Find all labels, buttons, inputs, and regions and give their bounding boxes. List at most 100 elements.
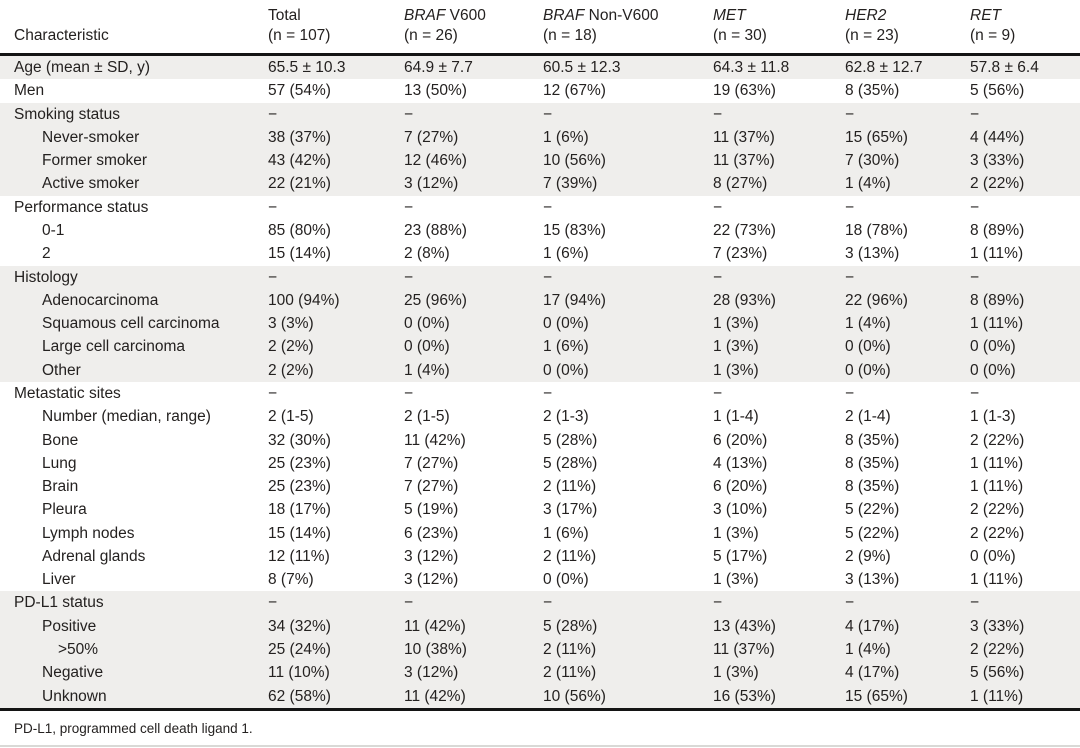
cell-value: 5 (56%) xyxy=(970,664,1025,682)
column-header-braf-v600: BRAF V600 (n = 26) xyxy=(404,0,543,56)
cell-value: 11 (37%) xyxy=(713,641,775,659)
cell-value: 62.8 ± 12.7 xyxy=(845,59,923,76)
table-row: Negative 11 (10%) 3 (12%) 2 (11%) 1 (3%) 4 (1… xyxy=(0,661,1080,685)
table-row: Other 2 (2%) 1 (4%) 0 (0%) 1 (3%) 0 (0%) 0 (0%… xyxy=(0,358,1080,382)
cell-value: 7 (27%) xyxy=(404,128,459,146)
cell-value: 15 (65%) xyxy=(845,128,908,146)
row-label: Active smoker xyxy=(42,175,140,193)
cell-value: 0 (0%) xyxy=(970,361,1016,379)
cell-value: 13 (50%) xyxy=(404,82,467,100)
cell-value: 6 (23%) xyxy=(404,524,459,542)
cell-value: − xyxy=(845,594,855,612)
cell-value: 1 (11%) xyxy=(970,454,1024,472)
cell-value: 2 (9%) xyxy=(845,547,891,565)
table-row: Histology − − − − − − xyxy=(0,265,1080,289)
table-row: Brain 25 (23%) 7 (27%) 2 (11%) 6 (20%) 8 (35%… xyxy=(0,475,1080,498)
patient-characteristics-table: Characteristic Total (n = 107) BRAF V600… xyxy=(0,0,1080,711)
cell-value: 22 (96%) xyxy=(845,291,908,309)
cell-value: − xyxy=(543,268,553,286)
row-label: Performance status xyxy=(14,198,149,216)
row-label: Other xyxy=(42,361,81,379)
cell-value: 0 (0%) xyxy=(404,338,450,356)
cell-value: 0 (0%) xyxy=(404,315,450,333)
column-n: (n = 26) xyxy=(404,27,458,44)
row-label: Histology xyxy=(14,268,78,286)
column-n: (n = 107) xyxy=(268,27,331,44)
cell-value: − xyxy=(543,384,553,402)
column-header-met: MET (n = 30) xyxy=(713,0,845,56)
table-row: Squamous cell carcinoma 3 (3%) 0 (0%) 0 (0%… xyxy=(0,312,1080,336)
cell-value: 3 (12%) xyxy=(404,547,459,565)
cell-value: 2 (22%) xyxy=(970,641,1025,659)
cell-value: − xyxy=(404,105,414,123)
row-label: Positive xyxy=(42,617,97,635)
cell-value: 25 (24%) xyxy=(268,641,331,659)
cell-value: 3 (12%) xyxy=(404,571,459,589)
cell-value: 2 (22%) xyxy=(970,175,1025,193)
table-row: Pleura 18 (17%) 5 (19%) 3 (17%) 3 (10%) 5 (22… xyxy=(0,498,1080,521)
cell-value: 32 (30%) xyxy=(268,431,331,449)
cell-value: 8 (35%) xyxy=(845,478,900,496)
cell-value: 28 (93%) xyxy=(713,291,776,309)
row-label: Adrenal glands xyxy=(42,547,146,565)
cell-value: 5 (17%) xyxy=(713,547,768,565)
cell-value: − xyxy=(970,198,980,216)
column-title: HER2 xyxy=(845,7,887,24)
cell-value: 8 (27%) xyxy=(713,175,768,193)
row-label: Age (mean ± SD, y) xyxy=(14,59,150,76)
column-header-ret: RET (n = 9) xyxy=(970,0,1080,56)
cell-value: − xyxy=(268,594,278,612)
cell-value: 2 (22%) xyxy=(970,501,1025,519)
cell-value: − xyxy=(268,105,278,123)
row-label: Metastatic sites xyxy=(14,384,121,402)
cell-value: 1 (1-4) xyxy=(713,408,759,426)
cell-value: 11 (42%) xyxy=(404,431,466,449)
column-title: BRAF Non-V600 xyxy=(543,7,659,24)
cell-value: 1 (4%) xyxy=(404,361,450,379)
cell-value: 10 (56%) xyxy=(543,152,606,170)
table-row: Lymph nodes 15 (14%) 6 (23%) 1 (6%) 1 (3%) 5 … xyxy=(0,522,1080,545)
row-label: Bone xyxy=(42,431,79,449)
table-row: Metastatic sites − − − − − − xyxy=(0,382,1080,405)
cell-value: 8 (89%) xyxy=(970,291,1025,309)
cell-value: − xyxy=(970,594,980,612)
cell-value: − xyxy=(404,594,414,612)
cell-value: − xyxy=(970,105,980,123)
cell-value: − xyxy=(845,105,855,123)
cell-value: 10 (56%) xyxy=(543,684,713,711)
cell-value: 2 (11%) xyxy=(543,664,597,682)
cell-value: 2 (11%) xyxy=(543,641,597,659)
cell-value: 22 (21%) xyxy=(268,175,331,193)
cell-value: 2 (2%) xyxy=(268,338,314,356)
cell-value: 1 (3%) xyxy=(713,315,759,333)
table-row: Liver 8 (7%) 3 (12%) 0 (0%) 1 (3%) 3 (13%) 1 (… xyxy=(0,568,1080,591)
cell-value: 1 (6%) xyxy=(543,524,589,542)
cell-value: 25 (96%) xyxy=(404,291,467,309)
cell-value: 0 (0%) xyxy=(845,338,891,356)
table-row: Number (median, range) 2 (1-5) 2 (1-5) 2 (1… xyxy=(0,405,1080,428)
cell-value: − xyxy=(845,384,855,402)
cell-value: 2 (2%) xyxy=(268,361,314,379)
cell-value: 34 (32%) xyxy=(268,617,331,635)
cell-value: 4 (17%) xyxy=(845,664,900,682)
cell-value: 3 (33%) xyxy=(970,152,1025,170)
table-body: Age (mean ± SD, y) 65.5 ± 10.3 64.9 ± 7.7 6… xyxy=(0,54,1080,711)
cell-value: 3 (12%) xyxy=(404,175,459,193)
cell-value: 11 (42%) xyxy=(404,617,466,635)
cell-value: − xyxy=(713,268,723,286)
cell-value: 1 (11%) xyxy=(970,478,1024,496)
cell-value: 6 (20%) xyxy=(713,478,768,496)
column-title: BRAF V600 xyxy=(404,7,486,24)
cell-value: 2 (1-4) xyxy=(845,408,891,426)
cell-value: 11 (37%) xyxy=(713,152,775,170)
cell-value: − xyxy=(404,198,414,216)
cell-value: − xyxy=(404,268,414,286)
column-n: (n = 18) xyxy=(543,27,597,44)
table-row: Men 57 (54%) 13 (50%) 12 (67%) 19 (63%) 8 (35… xyxy=(0,79,1080,102)
cell-value: 13 (43%) xyxy=(713,617,776,635)
table-row: Adrenal glands 12 (11%) 3 (12%) 2 (11%) 5 (1… xyxy=(0,545,1080,568)
cell-value: 0 (0%) xyxy=(543,571,589,589)
cell-value: 1 (4%) xyxy=(845,315,891,333)
cell-value: 7 (27%) xyxy=(404,478,459,496)
